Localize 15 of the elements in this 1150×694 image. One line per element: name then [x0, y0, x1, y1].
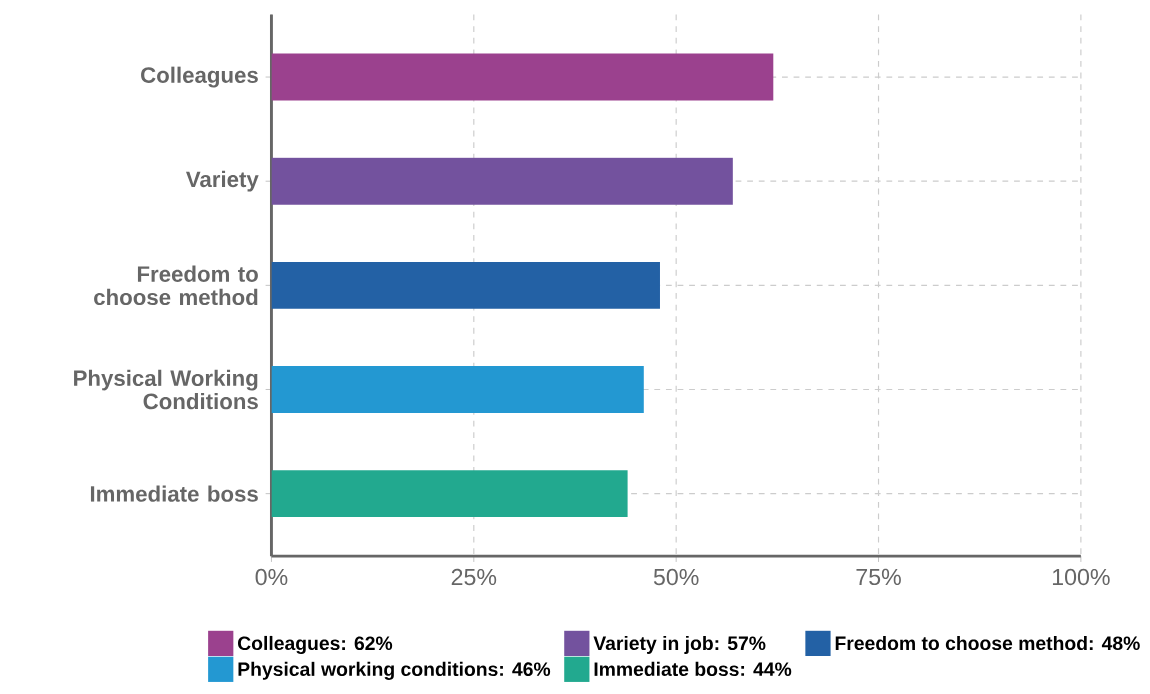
x-tick-label: 100% [1052, 568, 1110, 586]
x-tick-label: 50% [653, 568, 699, 586]
x-tick-label: 25% [451, 568, 497, 586]
legend-label: Freedom to choose method: 48% [835, 635, 1140, 651]
y-tick-label: Variety [185, 170, 259, 192]
x-tick-label: 75% [856, 568, 901, 586]
y-tick-label: Freedom to choose method [94, 265, 258, 306]
x-tick-label: 0% [255, 568, 288, 586]
legend-label: Immediate boss: 44% [594, 661, 792, 677]
legend-label: Variety in job: 57% [593, 635, 766, 654]
y-tick-label: Colleagues [141, 66, 258, 88]
y-tick-label: Immediate boss [90, 485, 258, 502]
y-tick-label: Physical Working Conditions [74, 369, 258, 410]
legend-label: Physical working conditions: 46% [238, 661, 551, 680]
legend-label: Colleagues: 62% [238, 635, 393, 655]
